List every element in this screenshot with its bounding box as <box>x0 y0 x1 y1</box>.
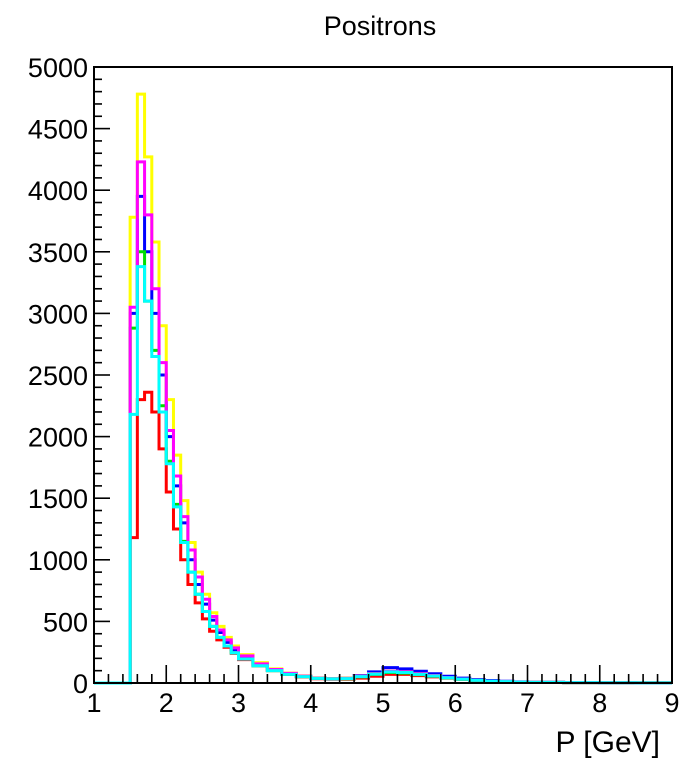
x-tick-label: 5 <box>375 688 390 718</box>
y-tick-label: 1500 <box>28 484 88 514</box>
y-tick-label: 0 <box>73 669 88 699</box>
x-tick-label: 3 <box>231 688 246 718</box>
x-tick-label: 8 <box>592 688 607 718</box>
y-tick-label: 5000 <box>28 53 88 83</box>
x-tick-label: 7 <box>520 688 535 718</box>
y-tick-label: 500 <box>43 607 88 637</box>
x-tick-label: 6 <box>448 688 463 718</box>
y-tick-label: 3000 <box>28 299 88 329</box>
series-layer <box>94 92 672 685</box>
x-axis-label: P [GeV] <box>555 726 660 759</box>
series-line-3 <box>94 92 672 685</box>
x-tick-label: 2 <box>159 688 174 718</box>
chart-title: Positrons <box>324 11 437 41</box>
y-tick-label: 4000 <box>28 176 88 206</box>
y-tick-labels: 0 500 1000 1500 2000 2500 3000 3500 4000 4500 5000 <box>28 53 88 699</box>
plot-frame <box>93 66 673 684</box>
x-tick-label: 9 <box>664 688 679 718</box>
y-tick-label: 1000 <box>28 546 88 576</box>
series-line-2 <box>94 194 672 685</box>
x-tick-labels: 1 2 3 4 5 6 7 8 9 <box>86 688 679 718</box>
ticks-layer <box>93 66 673 684</box>
y-tick-label: 4500 <box>28 115 88 145</box>
series-line-5 <box>94 160 672 685</box>
x-tick-label: 1 <box>86 688 101 718</box>
y-tick-label: 2500 <box>28 361 88 391</box>
x-tick-label: 4 <box>303 688 318 718</box>
y-tick-label: 3500 <box>28 238 88 268</box>
y-tick-label: 2000 <box>28 423 88 453</box>
